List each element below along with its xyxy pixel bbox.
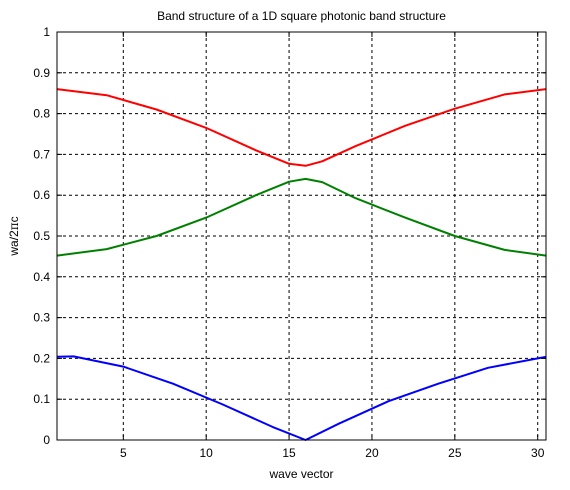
y-tick-label: 0.3 [33,311,50,325]
y-axis-label-suffix: c [7,216,21,222]
x-tick-label: 5 [120,446,127,460]
y-tick-label: 0.4 [33,270,50,284]
y-tick-label: 0.9 [33,66,50,80]
tick-layer: 5 10 15 20 25 30 0 0.1 0.2 0.3 0.4 0.5 0.6 0.7 0.8 0.9 1 [33,25,546,460]
x-axis-label: wave vector [268,467,333,481]
x-tick-label: 25 [448,446,462,460]
chart-title: Band structure of a 1D square photonic b… [157,9,446,23]
y-tick-label: 1 [43,25,50,39]
series-line-3 [56,355,547,441]
x-tick-label: 20 [365,446,379,460]
y-tick-label: 0.2 [33,351,50,365]
y-tick-label: 0.1 [33,392,50,406]
grid-layer [57,32,546,440]
y-tick-label: 0.6 [33,188,50,202]
x-tick-label: 15 [282,446,296,460]
y-tick-label: 0.7 [33,147,50,161]
y-tick-label: 0 [43,433,50,447]
y-axis-label: wa/2πc [7,216,21,256]
x-tick-label: 30 [531,446,545,460]
y-tick-label: 0.8 [33,107,50,121]
x-tick-label: 10 [200,446,214,460]
series-layer [56,88,547,441]
y-axis-label-pi: π [7,222,21,230]
series-line-2 [56,177,547,257]
y-axis-label-prefix: wa/2 [7,230,21,257]
y-tick-label: 0.5 [33,229,50,243]
series-line-1 [56,88,547,167]
